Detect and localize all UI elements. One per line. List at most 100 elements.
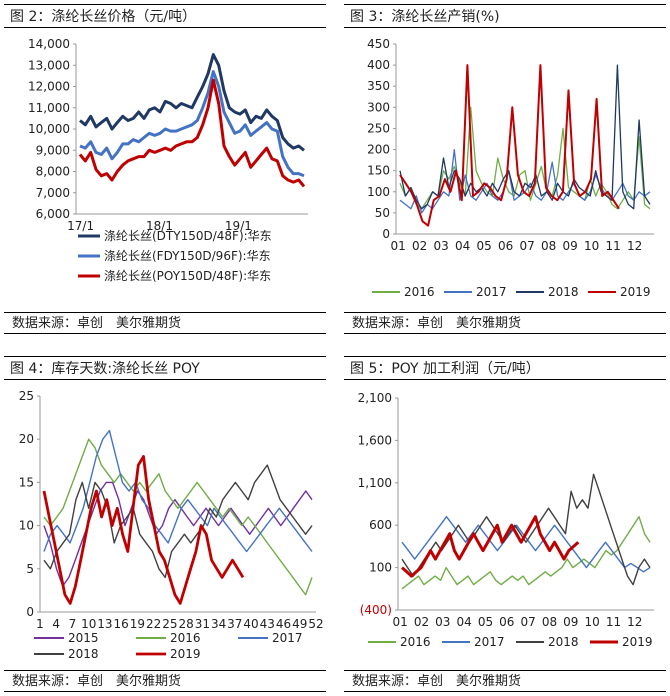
series-line-1 <box>401 515 651 590</box>
x-tick-label: 10 <box>584 615 599 629</box>
x-tick-label: 07 <box>520 239 535 253</box>
y-tick-label: 7,000 <box>36 186 70 200</box>
legend-label: 2016 <box>400 635 431 649</box>
x-tick-label: 01 <box>392 615 407 629</box>
x-tick-label: 37 <box>227 617 242 631</box>
x-tick-label: 16 <box>114 617 129 631</box>
source-label: 数据来源：卓创 美尔雅期货 <box>4 312 326 334</box>
source-label: 数据来源：卓创 美尔雅期货 <box>344 312 666 334</box>
y-tick-label: 250 <box>367 121 390 135</box>
legend-label: 2016 <box>170 631 201 645</box>
legend-label: 涤纶长丝(FDY150D/96F):华东 <box>104 249 271 263</box>
x-tick-label: 18/1 <box>146 219 173 233</box>
x-tick-label: 09 <box>563 615 578 629</box>
legend-label: 2017 <box>476 285 507 299</box>
x-tick-label: 02 <box>412 239 427 253</box>
price-chart: 14,000 13,000 12,000 11,000 10,000 9,000 8,000… <box>28 37 308 283</box>
x-tick-label: 02 <box>414 615 429 629</box>
series-line-2 <box>401 515 651 573</box>
x-tick-label: 13 <box>97 617 112 631</box>
y-tick-label: 400 <box>367 58 390 72</box>
y-tick-label: 20 <box>19 432 34 446</box>
y-tick-label: 11,000 <box>28 101 70 115</box>
x-tick-label: 12 <box>627 239 642 253</box>
y-tick-label: 12,000 <box>28 80 70 94</box>
legend-label: 涤纶长丝(POY150D/48F):华东 <box>104 269 271 283</box>
x-tick-label: 4 <box>52 617 60 631</box>
y-tick-label: 5 <box>26 562 34 576</box>
y-tick-label: 15 <box>19 475 34 489</box>
chart-panel-sales: 图 3：涤纶长丝产销(%) 450 400 350 300 250 200 150 100 50… <box>344 4 666 334</box>
x-tick-label: 10 <box>584 239 599 253</box>
x-tick-label: 46 <box>276 617 291 631</box>
x-tick-label: 31 <box>195 617 210 631</box>
x-tick-label: 28 <box>178 617 193 631</box>
series-line-2 <box>43 438 313 596</box>
y-tick-label: 50 <box>375 206 390 220</box>
x-tick-label: 09 <box>563 239 578 253</box>
y-tick-label: 25 <box>19 389 34 403</box>
legend-label: 2015 <box>68 631 99 645</box>
x-tick-label: 19 <box>130 617 145 631</box>
x-tick-label: 07 <box>520 615 535 629</box>
series-line-1 <box>399 106 651 210</box>
y-tick-label: 10 <box>19 519 34 533</box>
sales-chart: 450 400 350 300 250 200 150 100 50 001 02 03 04 05 06 0… <box>367 37 654 299</box>
x-tick-label: 08 <box>542 615 557 629</box>
x-tick-label: 40 <box>243 617 258 631</box>
series-line-3 <box>78 78 306 188</box>
x-tick-label: 1 <box>36 617 44 631</box>
chart-title: 图 3：涤纶长丝产销(%) <box>344 4 666 28</box>
y-tick-label: 1,600 <box>358 433 392 447</box>
legend-label: 2019 <box>622 635 653 649</box>
source-label: 数据来源：卓创 美尔雅期货 <box>344 670 666 692</box>
x-tick-label: 05 <box>478 615 493 629</box>
series-line-4 <box>401 515 580 578</box>
legend-label: 2018 <box>68 647 99 661</box>
series-line-3 <box>401 473 651 586</box>
series-line-3 <box>43 429 313 553</box>
x-tick-label: 52 <box>308 617 323 631</box>
series-line-1 <box>79 53 305 152</box>
x-tick-label: 10 <box>81 617 96 631</box>
x-tick-label: 04 <box>456 615 471 629</box>
chart-title: 图 5：POY 加工利润（元/吨） <box>344 356 666 380</box>
legend-label: 涤纶长丝(DTY150D/48F):华东 <box>104 229 272 243</box>
x-tick-label: 05 <box>477 239 492 253</box>
y-tick-label: 100 <box>367 185 390 199</box>
x-tick-label: 04 <box>455 239 470 253</box>
series-line-2 <box>79 70 305 178</box>
y-tick-label: 450 <box>367 37 390 51</box>
legend-label: 2016 <box>404 285 435 299</box>
y-tick-label: 14,000 <box>28 37 70 51</box>
series-line-4 <box>43 464 313 579</box>
chart-panel-price: 图 2：涤纶长丝价格（元/吨） 14,000 13,000 12,000 11,000… <box>4 4 326 334</box>
y-tick-label: 0 <box>382 227 390 241</box>
y-tick-label: 1,100 <box>358 476 392 490</box>
x-tick-label: 01 <box>391 239 406 253</box>
y-tick-label: 0 <box>26 605 34 619</box>
x-tick-label: 7 <box>69 617 77 631</box>
y-tick-label: 6,000 <box>36 207 70 221</box>
x-tick-label: 03 <box>435 615 450 629</box>
chart-panel-profit: 图 5：POY 加工利润（元/吨） 2,100 1,600 1,100 600 100 (… <box>344 356 666 692</box>
x-tick-label: 11 <box>606 615 621 629</box>
y-tick-label: (400) <box>360 603 392 617</box>
x-tick-label: 17/1 <box>67 219 94 233</box>
legend-label: 2019 <box>170 647 201 661</box>
x-tick-label: 43 <box>260 617 275 631</box>
legend-label: 2017 <box>474 635 505 649</box>
chart-title: 图 4：库存天数:涤纶长丝 POY <box>4 356 326 380</box>
source-label: 数据来源：卓创 美尔雅期货 <box>4 670 326 692</box>
series-line-5 <box>42 455 245 605</box>
x-tick-label: 03 <box>434 239 449 253</box>
legend-label: 2018 <box>548 285 579 299</box>
x-tick-label: 08 <box>541 239 556 253</box>
x-tick-label: 34 <box>211 617 226 631</box>
y-tick-label: 150 <box>367 164 390 178</box>
y-tick-label: 600 <box>369 518 392 532</box>
chart-panel-inventory: 图 4：库存天数:涤纶长丝 POY 25 20 15 10 5 0 1 4 7 10 13 16 19 2… <box>4 356 326 692</box>
legend-label: 2017 <box>272 631 303 645</box>
series-line-1 <box>43 481 313 587</box>
